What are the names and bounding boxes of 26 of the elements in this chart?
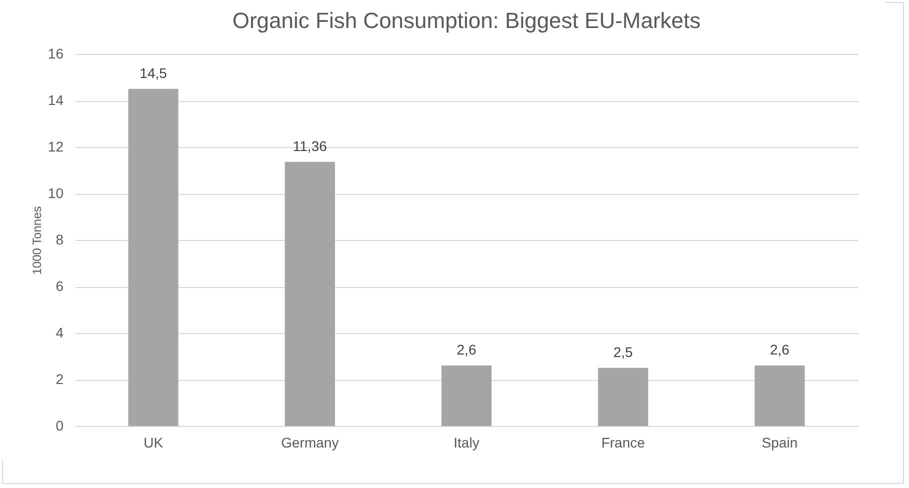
x-tick-label: Spain: [762, 434, 798, 450]
y-tick-label: 16: [48, 46, 64, 62]
x-tick-label: France: [601, 434, 646, 450]
bar: [128, 88, 178, 426]
bar: [598, 368, 648, 426]
data-label: 2,5: [613, 344, 634, 360]
x-tick-label: Germany: [281, 434, 339, 450]
y-tick-label: 6: [56, 278, 64, 294]
data-label: 2,6: [456, 342, 476, 358]
x-tick-label: Italy: [454, 434, 480, 450]
y-tick-label: 2: [56, 371, 64, 387]
data-label: 2,6: [770, 342, 790, 358]
data-label: 14,5: [140, 64, 168, 81]
y-tick-label: 0: [56, 418, 64, 434]
y-tick-label: 4: [56, 324, 64, 340]
y-axis-title: 1000 Tonnes: [30, 206, 44, 275]
bar: [284, 162, 335, 426]
y-tick-label: 8: [56, 232, 64, 248]
bar: [754, 366, 805, 426]
data-label: 11,36: [292, 138, 328, 154]
y-tick-label: 12: [48, 138, 64, 154]
x-tick-label: UK: [144, 434, 164, 450]
bar: [441, 366, 492, 426]
y-tick-label: 14: [48, 92, 64, 108]
chart-title: Organic Fish Consumption: Biggest EU-Markets: [232, 8, 701, 33]
y-tick-label: 10: [48, 185, 64, 201]
